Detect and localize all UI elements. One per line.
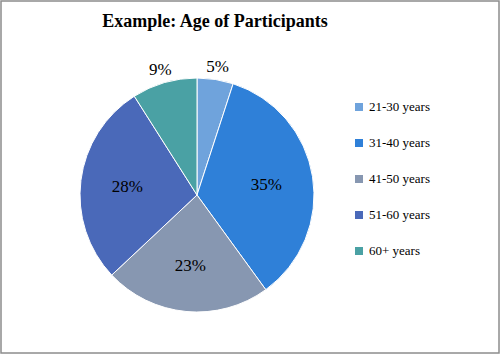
chart-border (1, 1, 499, 353)
legend-entry: 31-40 years (369, 135, 430, 150)
legend-entry: 60+ years (369, 243, 420, 258)
chart-title: Example: Age of Participants (102, 11, 327, 31)
chart-svg: Example: Age of Participants 5% 35% 23% 28% 9… (0, 0, 500, 354)
data-label: 9% (149, 60, 172, 79)
data-label: 23% (175, 256, 206, 275)
legend-swatch (355, 175, 363, 183)
data-label: 28% (112, 177, 143, 196)
data-label: 35% (251, 175, 282, 194)
pie-slices (80, 78, 314, 312)
legend-swatch (355, 103, 363, 111)
legend-entry: 41-50 years (369, 171, 430, 186)
data-labels: 5% 35% 23% 28% 9% (112, 57, 282, 275)
legend-swatch (355, 211, 363, 219)
legend: 21-30 years 31-40 years 41-50 years 51-60 y… (355, 99, 430, 258)
pie-slice (134, 78, 197, 195)
legend-entry: 51-60 years (369, 207, 430, 222)
data-label: 5% (206, 57, 229, 76)
legend-swatch (355, 247, 363, 255)
legend-entry: 21-30 years (369, 99, 430, 114)
legend-swatch (355, 139, 363, 147)
